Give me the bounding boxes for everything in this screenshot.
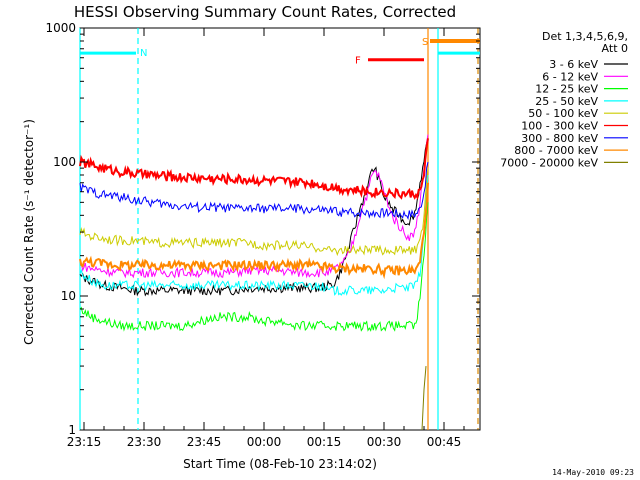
series-line-3: [79, 174, 429, 296]
legend-label-5: 100 - 300 keV: [521, 120, 598, 133]
y-tick-label-0: 1: [68, 423, 76, 437]
attenuator-label: S: [422, 37, 428, 48]
legend-header-0: Det 1,3,4,5,6,9,: [542, 30, 628, 43]
series-line-4: [79, 168, 429, 257]
flare-label: F: [355, 56, 361, 67]
legend-label-7: 800 - 7000 keV: [514, 144, 598, 157]
legend-label-0: 3 - 6 keV: [549, 58, 598, 71]
series-line-2: [79, 202, 429, 332]
y-axis-label: Corrected Count Rate (s⁻¹ detector⁻¹): [22, 119, 36, 345]
legend-label-8: 7000 - 20000 keV: [500, 156, 598, 169]
x-tick-label-4: 00:15: [307, 435, 342, 449]
x-tick-label-6: 00:45: [427, 435, 462, 449]
series-line-0: [79, 138, 429, 297]
x-axis-label: Start Time (08-Feb-10 23:14:02): [183, 457, 377, 471]
status-markers: S F N: [80, 37, 480, 67]
night-label: N: [140, 48, 147, 59]
y-tick-label-1: 10: [61, 289, 76, 303]
y-tick-label-3: 1000: [45, 21, 76, 35]
reference-lines: [79, 28, 479, 430]
x-tick-label-2: 23:45: [187, 435, 222, 449]
x-tick-label-5: 00:30: [367, 435, 402, 449]
legend-label-3: 25 - 50 keV: [535, 95, 598, 108]
plot-area-frame: [79, 27, 481, 431]
axis-ticks: 23:15 23:30 23:45 00:00 00:15 00:30 00:45 1 10 10…: [45, 21, 480, 449]
x-tick-label-3: 00:00: [247, 435, 282, 449]
chart-title: HESSI Observing Summary Count Rates, Cor…: [74, 3, 456, 21]
date-stamp: 14-May-2010 09:23: [552, 468, 634, 477]
x-tick-label-1: 23:30: [127, 435, 162, 449]
series-line-1: [79, 134, 429, 279]
series-lines: [79, 134, 429, 431]
legend-label-2: 12 - 25 keV: [535, 83, 598, 96]
y-tick-label-2: 100: [53, 155, 76, 169]
series-line-8: [421, 366, 427, 431]
legend-label-1: 6 - 12 keV: [542, 70, 598, 83]
x-tick-label-0: 23:15: [67, 435, 102, 449]
series-line-5: [79, 138, 429, 201]
legend-header-1: Att 0: [602, 42, 628, 55]
series-line-7: [79, 182, 429, 280]
legend-label-4: 50 - 100 keV: [528, 107, 598, 120]
series-line-6: [79, 161, 429, 221]
legend-label-6: 300 - 800 keV: [521, 132, 598, 145]
